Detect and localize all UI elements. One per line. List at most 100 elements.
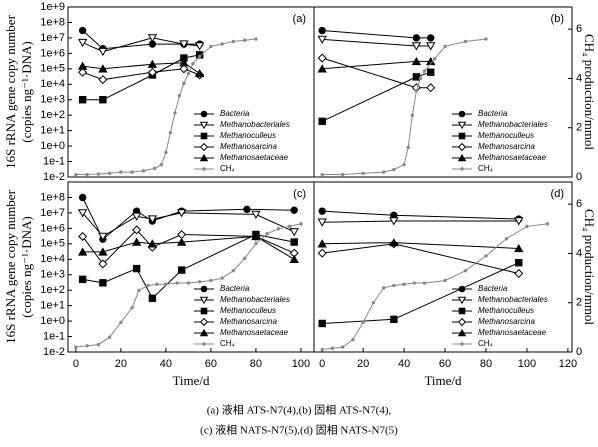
marker [78,193,87,202]
marker [361,320,365,325]
marker [443,44,447,49]
marker [457,328,467,337]
marker [130,170,134,174]
marker [460,167,464,171]
marker [504,236,509,241]
marker [200,132,208,140]
marker [317,53,327,63]
marker [119,320,123,325]
marker [141,169,146,173]
marker [130,305,134,310]
y-tick-label: 1e+3 [40,269,65,281]
marker [318,207,326,215]
marker [209,278,213,283]
x-tick-label: 0 [73,358,79,370]
marker [202,167,206,171]
marker [340,345,345,349]
caption-line: (a) 液相 ATS-N7(4),(b) 固相 ATS-N7(4), [207,403,392,417]
x-tick-label: 100 [518,358,536,370]
y-tick-label: 1e+0 [40,315,65,327]
marker [194,42,205,51]
y-tick-label: 1e-1 [43,155,65,167]
marker [460,342,464,346]
marker [426,42,436,51]
marker [317,35,327,44]
marker [515,259,523,267]
y2-tick-label: 4 [576,72,582,84]
marker [199,153,209,162]
marker [209,44,213,49]
marker [418,76,423,81]
y2-tick-label: 4 [576,247,582,259]
marker [458,307,466,315]
marker [77,247,88,256]
marker [242,256,247,261]
series-line [322,220,519,223]
marker [514,268,524,279]
marker [411,42,422,51]
legend-label: Methanosaetaceae [220,153,289,162]
marker [243,205,251,214]
marker [77,38,88,48]
marker [96,342,101,347]
y-tick-label: 1e-1 [43,330,65,342]
marker [197,280,202,284]
marker [99,279,107,287]
marker [351,337,355,342]
y-tick-label: 1e+2 [40,109,65,121]
marker [426,83,436,93]
panel-label: (b) [551,13,564,25]
marker [458,285,466,293]
marker [427,68,435,76]
y-tick-label: 1e+8 [40,16,65,28]
y-tick-label: 1e+9 [40,1,65,13]
legend-label: Methanosaetaceae [220,328,289,337]
marker [389,217,399,226]
y2-tick-label: 2 [576,122,582,134]
marker [412,281,417,285]
marker [78,26,87,35]
marker [191,61,195,66]
legend-label: Methanosarcina [220,142,277,151]
y-axis-label: 16S rRNA gene copy number [3,14,18,168]
marker [78,275,87,284]
series-line [75,38,256,175]
marker [98,259,108,269]
plot-frame [67,6,315,178]
marker [85,172,89,177]
legend-label: CH₄ [478,164,493,173]
y-tick-label: 1e+4 [40,78,65,90]
series-line [82,197,295,240]
marker [411,56,422,66]
marker [287,224,292,229]
marker [254,241,258,246]
marker [78,96,87,104]
marker [132,225,142,235]
marker [220,42,224,46]
marker [392,283,396,288]
marker [443,278,447,283]
marker [77,61,88,70]
marker [422,69,427,73]
y-tick-label: 1e+6 [40,222,65,234]
marker [186,281,191,285]
marker [98,232,108,241]
y-tick-label: 1e-2 [43,171,65,183]
panel-label: (a) [293,13,306,25]
marker [119,170,123,174]
y2-axis-label: CH₄ production/mmol [582,34,597,150]
marker [177,266,186,274]
marker [484,37,488,41]
marker [186,71,191,76]
legend-label: Methanosarcina [478,142,535,151]
marker [381,170,386,174]
marker [422,281,427,285]
legend-label: Methanosaetaceae [478,153,547,162]
marker [107,335,112,339]
marker [289,254,299,263]
marker [147,215,158,224]
marker [457,153,467,162]
marker [147,239,158,248]
marker [179,40,189,49]
marker [330,346,335,351]
